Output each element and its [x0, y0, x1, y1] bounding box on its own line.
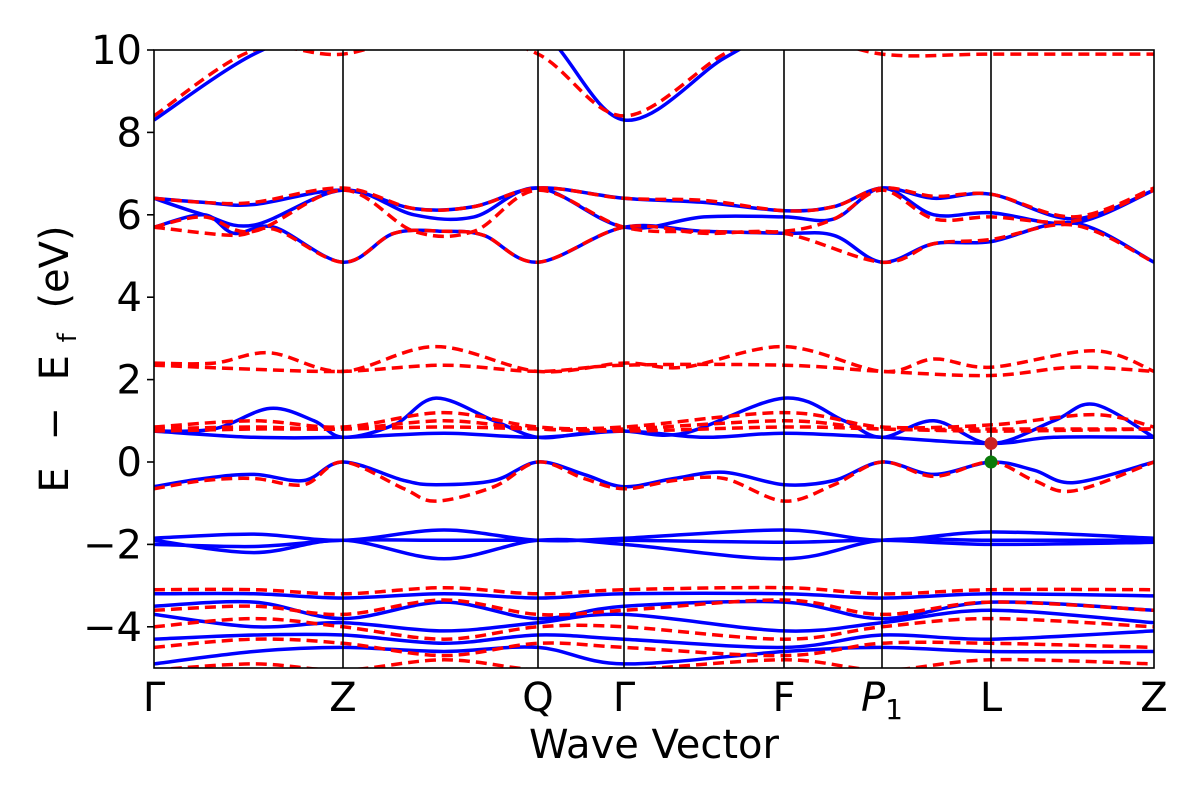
- solid-band-2: [154, 186, 1154, 230]
- band-edge-marker-1: [984, 455, 998, 469]
- x-tick-label-6: L: [980, 675, 1003, 721]
- y-tick-label-7: 10: [91, 28, 142, 74]
- solid-band-14: [154, 645, 1154, 666]
- y-tick-label-2: 0: [117, 440, 142, 486]
- y-label-minus: −: [32, 407, 78, 441]
- x-tick-label-0: Γ: [143, 675, 166, 721]
- solid-band-0: [154, 50, 742, 122]
- dashed-band-2: [154, 188, 1154, 239]
- x-tick-label-1: Z: [329, 675, 356, 721]
- y-tick-label-3: 2: [117, 358, 142, 404]
- x-tick-label-3: Γ: [613, 675, 636, 721]
- x-tick-label-4: F: [772, 675, 795, 721]
- plot-frame: [153, 49, 1155, 669]
- solid-band-12: [154, 608, 1154, 633]
- solid-band-8: [154, 537, 1154, 561]
- x-axis-label: Wave Vector: [529, 722, 780, 768]
- y-tick-label-6: 8: [117, 110, 142, 156]
- dashed-band-0: [154, 50, 1154, 118]
- solid-band-9: [154, 538, 1154, 549]
- high-symmetry-lines: [342, 50, 992, 668]
- dashed-band-10: [154, 585, 1154, 596]
- y-axis-ticks: −4 −2 0 2 4 6 8 10: [83, 28, 154, 651]
- dashed-band-6: [154, 410, 1154, 431]
- x-axis-ticks: Γ Z Q Γ F P1 L Z: [143, 675, 1168, 726]
- dashed-band-3: [154, 222, 1154, 264]
- y-tick-label-5: 6: [117, 193, 142, 239]
- y-label-e2: E: [32, 355, 78, 380]
- band-edge-marker-0: [984, 436, 998, 450]
- y-label-e: E: [32, 467, 78, 492]
- bands-layer: [154, 50, 1154, 668]
- band-edge-markers: [984, 436, 998, 469]
- y-tick-label-0: −4: [83, 605, 142, 651]
- dashed-band-8: [154, 425, 1154, 433]
- dashed-band-1: [154, 186, 1154, 219]
- x-tick-label-2: Q: [522, 675, 553, 721]
- y-axis-label: E − E f (eV): [32, 225, 86, 492]
- solid-band-5: [154, 429, 1154, 446]
- dashed-band-13: [154, 637, 1154, 658]
- y-label-unit: (eV): [32, 225, 78, 308]
- dashed-band-12: [154, 616, 1154, 641]
- dashed-band-4: [154, 344, 1154, 374]
- dashed-band-14: [158, 657, 1154, 668]
- solid-band-10: [154, 591, 1154, 600]
- x-tick-label-7: Z: [1140, 675, 1167, 721]
- y-tick-label-4: 4: [117, 275, 142, 321]
- y-tick-label-1: −2: [83, 522, 142, 568]
- y-label-subscript: f: [53, 332, 83, 342]
- x-tick-label-5: P1: [861, 675, 903, 726]
- dashed-band-11: [154, 598, 1154, 617]
- solid-band-13: [154, 629, 1154, 650]
- dashed-band-5: [154, 362, 1154, 378]
